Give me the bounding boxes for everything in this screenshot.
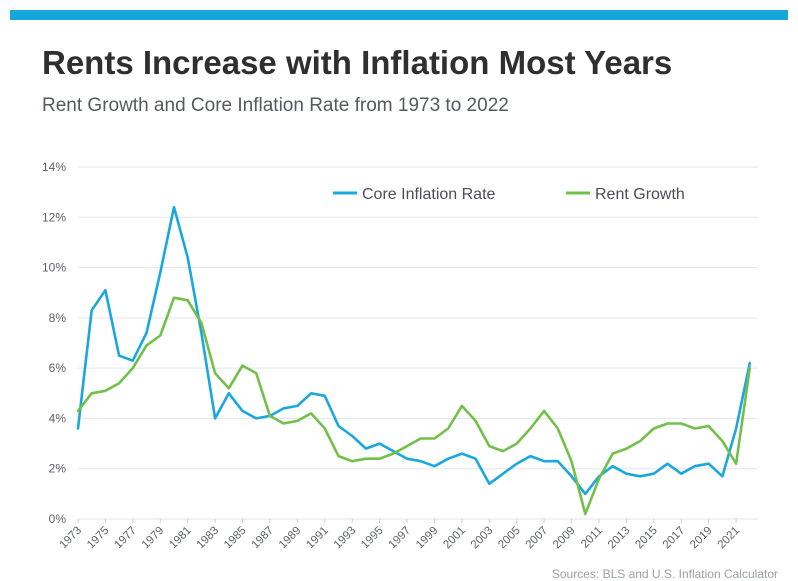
- x-tick-label: 2001: [441, 525, 468, 552]
- grid-lines: [78, 166, 758, 520]
- x-tick-label: 1987: [249, 525, 276, 552]
- y-tick-label: 12%: [42, 210, 66, 224]
- y-tick-label: 10%: [42, 261, 66, 275]
- x-tick-label: 1977: [112, 525, 139, 552]
- x-tick-label: 2017: [661, 525, 688, 552]
- core-inflation-line: [76, 205, 752, 496]
- x-tick-label: 1995: [359, 525, 386, 552]
- x-tick-label: 1979: [140, 525, 167, 552]
- x-tick-label: 1989: [277, 525, 304, 552]
- source-note: Sources: BLS and U.S. Inflation Calculat…: [551, 567, 778, 581]
- x-tick-label: 1993: [332, 525, 359, 552]
- chart-title: Rents Increase with Inflation Most Years: [42, 44, 673, 81]
- x-tick-label: 2011: [579, 525, 605, 551]
- x-tick-label: 2013: [606, 525, 633, 552]
- legend-label: Core Inflation Rate: [362, 186, 496, 203]
- x-tick-label: 1997: [387, 525, 414, 552]
- series-lines: [76, 205, 752, 516]
- y-tick-label: 14%: [42, 160, 66, 174]
- x-tick-label: 2021: [716, 525, 743, 552]
- x-tick-label: 2015: [633, 525, 660, 552]
- x-tick-label: 2005: [496, 525, 523, 552]
- rent-growth-line: [76, 296, 752, 516]
- x-tick-label: 1973: [58, 525, 85, 552]
- top-accent-bar: [10, 10, 788, 20]
- y-tick-label: 0%: [49, 512, 67, 526]
- x-tick-label: 1981: [167, 525, 194, 552]
- y-tick-label: 2%: [49, 462, 67, 476]
- x-tick-label: 1983: [195, 525, 222, 552]
- y-tick-label: 6%: [49, 361, 67, 375]
- legend: Core Inflation Rate Rent Growth: [333, 186, 685, 203]
- x-axis-labels: 1973 1975 1977 1979 1981 1983 1985 1987 1989 1991…: [58, 519, 743, 552]
- y-axis-labels: 0% 2% 4% 6% 8% 10% 12% 14%: [42, 160, 66, 526]
- x-tick-label: 1985: [222, 525, 249, 552]
- x-tick-label: 1999: [414, 525, 441, 552]
- chart-subtitle: Rent Growth and Core Inflation Rate from…: [42, 95, 509, 116]
- x-tick-label: 2003: [469, 525, 496, 552]
- y-tick-label: 4%: [49, 411, 67, 425]
- x-tick-label: 1991: [304, 525, 331, 552]
- x-tick-label: 2019: [688, 525, 715, 552]
- y-tick-label: 8%: [49, 311, 67, 325]
- x-tick-label: 2009: [551, 525, 578, 552]
- x-tick-label: 1975: [85, 525, 112, 552]
- legend-label: Rent Growth: [595, 186, 685, 203]
- x-tick-label: 2007: [524, 525, 551, 552]
